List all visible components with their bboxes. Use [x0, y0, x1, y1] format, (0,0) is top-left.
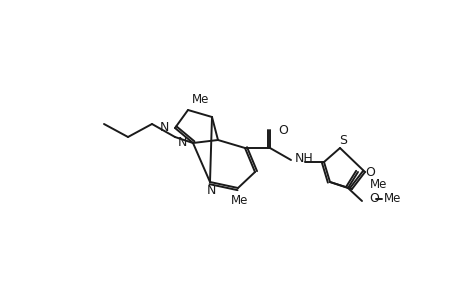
Text: N: N: [177, 136, 187, 148]
Text: Me: Me: [383, 193, 401, 206]
Text: S: S: [338, 134, 346, 146]
Text: Me: Me: [369, 178, 386, 190]
Text: NH: NH: [294, 152, 313, 164]
Text: O: O: [277, 124, 287, 136]
Text: O: O: [368, 193, 378, 206]
Text: Me: Me: [191, 92, 209, 106]
Text: Me: Me: [231, 194, 248, 206]
Text: N: N: [206, 184, 215, 196]
Text: O: O: [364, 166, 374, 178]
Text: N: N: [159, 121, 168, 134]
